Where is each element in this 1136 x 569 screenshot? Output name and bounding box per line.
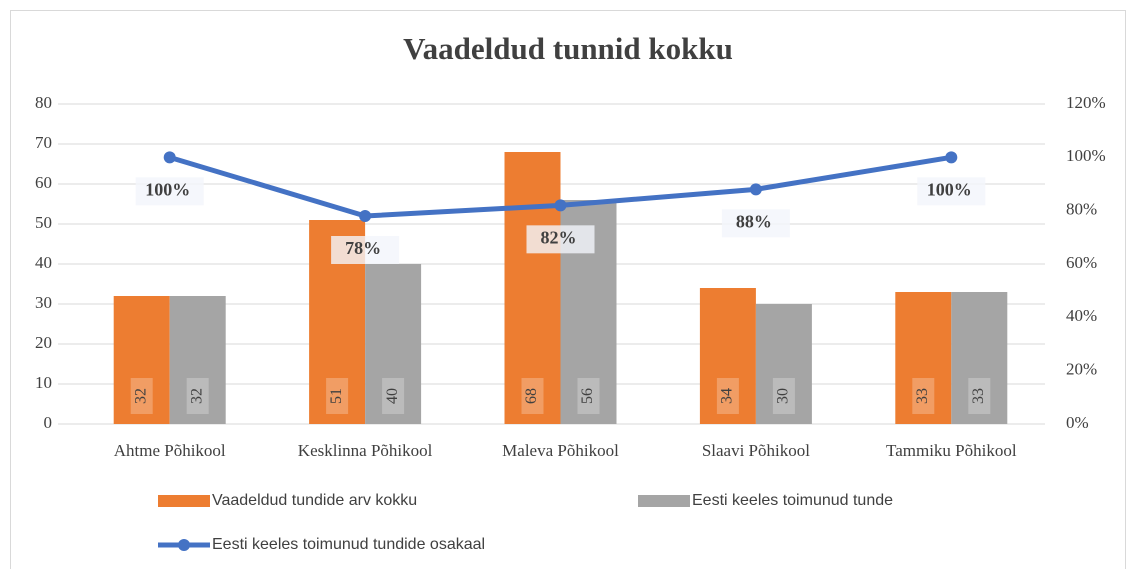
data-label: 33	[970, 388, 987, 404]
data-label-box	[721, 209, 790, 238]
data-label-box	[772, 378, 795, 414]
data-label: 33	[914, 388, 931, 404]
data-label: 40	[384, 388, 401, 404]
data-label-box	[577, 378, 600, 414]
bar	[699, 288, 756, 424]
x-tick-label: Maleva Põhikool	[502, 441, 619, 460]
bar	[504, 152, 561, 424]
y-tick-label: 50	[35, 213, 52, 232]
chart-title: Vaadeldud tunnid kokku	[403, 31, 733, 66]
y2-tick-label: 60%	[1066, 253, 1097, 272]
legend-label: Vaadeldud tundide arv kokku	[212, 492, 417, 509]
data-label-box	[135, 177, 204, 206]
y-tick-label: 10	[35, 373, 52, 392]
data-label-box	[917, 177, 986, 206]
x-tick-label: Kesklinna Põhikool	[298, 441, 433, 460]
y-tick-label: 0	[44, 413, 53, 432]
x-tick-label: Ahtme Põhikool	[114, 441, 226, 460]
x-tick-label: Slaavi Põhikool	[702, 441, 810, 460]
data-label-box	[331, 236, 400, 264]
bar	[365, 264, 422, 424]
y2-tick-label: 40%	[1066, 306, 1097, 325]
line-marker	[749, 183, 762, 196]
legend-label: Eesti keeles toimunud tunde	[692, 492, 893, 509]
bar	[951, 292, 1008, 424]
y-tick-label: 20	[35, 333, 52, 352]
line-marker	[945, 151, 958, 164]
y-tick-label: 70	[35, 133, 52, 152]
data-label-box	[130, 378, 153, 414]
data-label: 88%	[736, 211, 772, 231]
legend-swatch	[158, 495, 210, 507]
line-marker	[554, 199, 567, 212]
y-tick-label: 60	[35, 173, 52, 192]
data-label: 30	[775, 388, 792, 404]
y2-tick-label: 80%	[1066, 200, 1097, 219]
y-tick-label: 80	[35, 93, 52, 112]
bar	[755, 304, 812, 424]
data-label: 32	[132, 388, 149, 404]
data-label: 100%	[145, 179, 190, 199]
data-label: 32	[188, 388, 205, 404]
data-label-box	[326, 378, 349, 414]
legend-swatch	[638, 495, 690, 507]
data-label-box	[912, 378, 935, 414]
legend-swatch	[178, 539, 190, 551]
x-tick-label: Tammiku Põhikool	[886, 441, 1017, 460]
data-label-box	[716, 378, 739, 414]
y2-tick-label: 20%	[1066, 360, 1097, 379]
line-marker	[163, 151, 176, 164]
data-label-box	[186, 378, 209, 414]
data-label-box	[382, 378, 405, 414]
data-label: 34	[719, 388, 736, 404]
data-label-box	[526, 225, 595, 254]
data-label: 68	[523, 388, 540, 404]
y-tick-label: 40	[35, 253, 52, 272]
legend-label: Eesti keeles toimunud tundide osakaal	[212, 536, 485, 553]
data-label: 100%	[927, 179, 972, 199]
bar	[895, 292, 952, 424]
y2-tick-label: 0%	[1066, 413, 1089, 432]
data-label-box	[968, 378, 991, 414]
bar	[169, 296, 226, 424]
data-label-box	[521, 378, 544, 414]
y2-tick-label: 120%	[1066, 93, 1106, 112]
line-marker	[359, 210, 372, 222]
y2-tick-label: 100%	[1066, 146, 1106, 165]
data-label: 56	[579, 388, 596, 404]
data-label: 82%	[541, 227, 577, 247]
data-label: 51	[328, 388, 345, 404]
y-tick-label: 30	[35, 293, 52, 312]
bar	[113, 296, 170, 424]
data-label: 78%	[345, 238, 381, 258]
